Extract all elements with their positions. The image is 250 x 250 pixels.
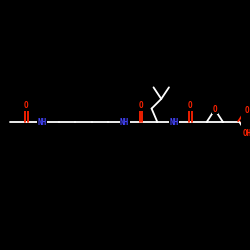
Text: O: O — [139, 101, 143, 110]
Text: O: O — [212, 105, 217, 114]
Text: O: O — [24, 101, 28, 110]
Text: OH: OH — [242, 129, 250, 138]
Text: NH: NH — [38, 118, 47, 126]
Text: NH: NH — [120, 118, 129, 126]
Text: O: O — [188, 101, 192, 110]
Text: NH: NH — [169, 118, 178, 126]
Text: O: O — [245, 106, 250, 115]
